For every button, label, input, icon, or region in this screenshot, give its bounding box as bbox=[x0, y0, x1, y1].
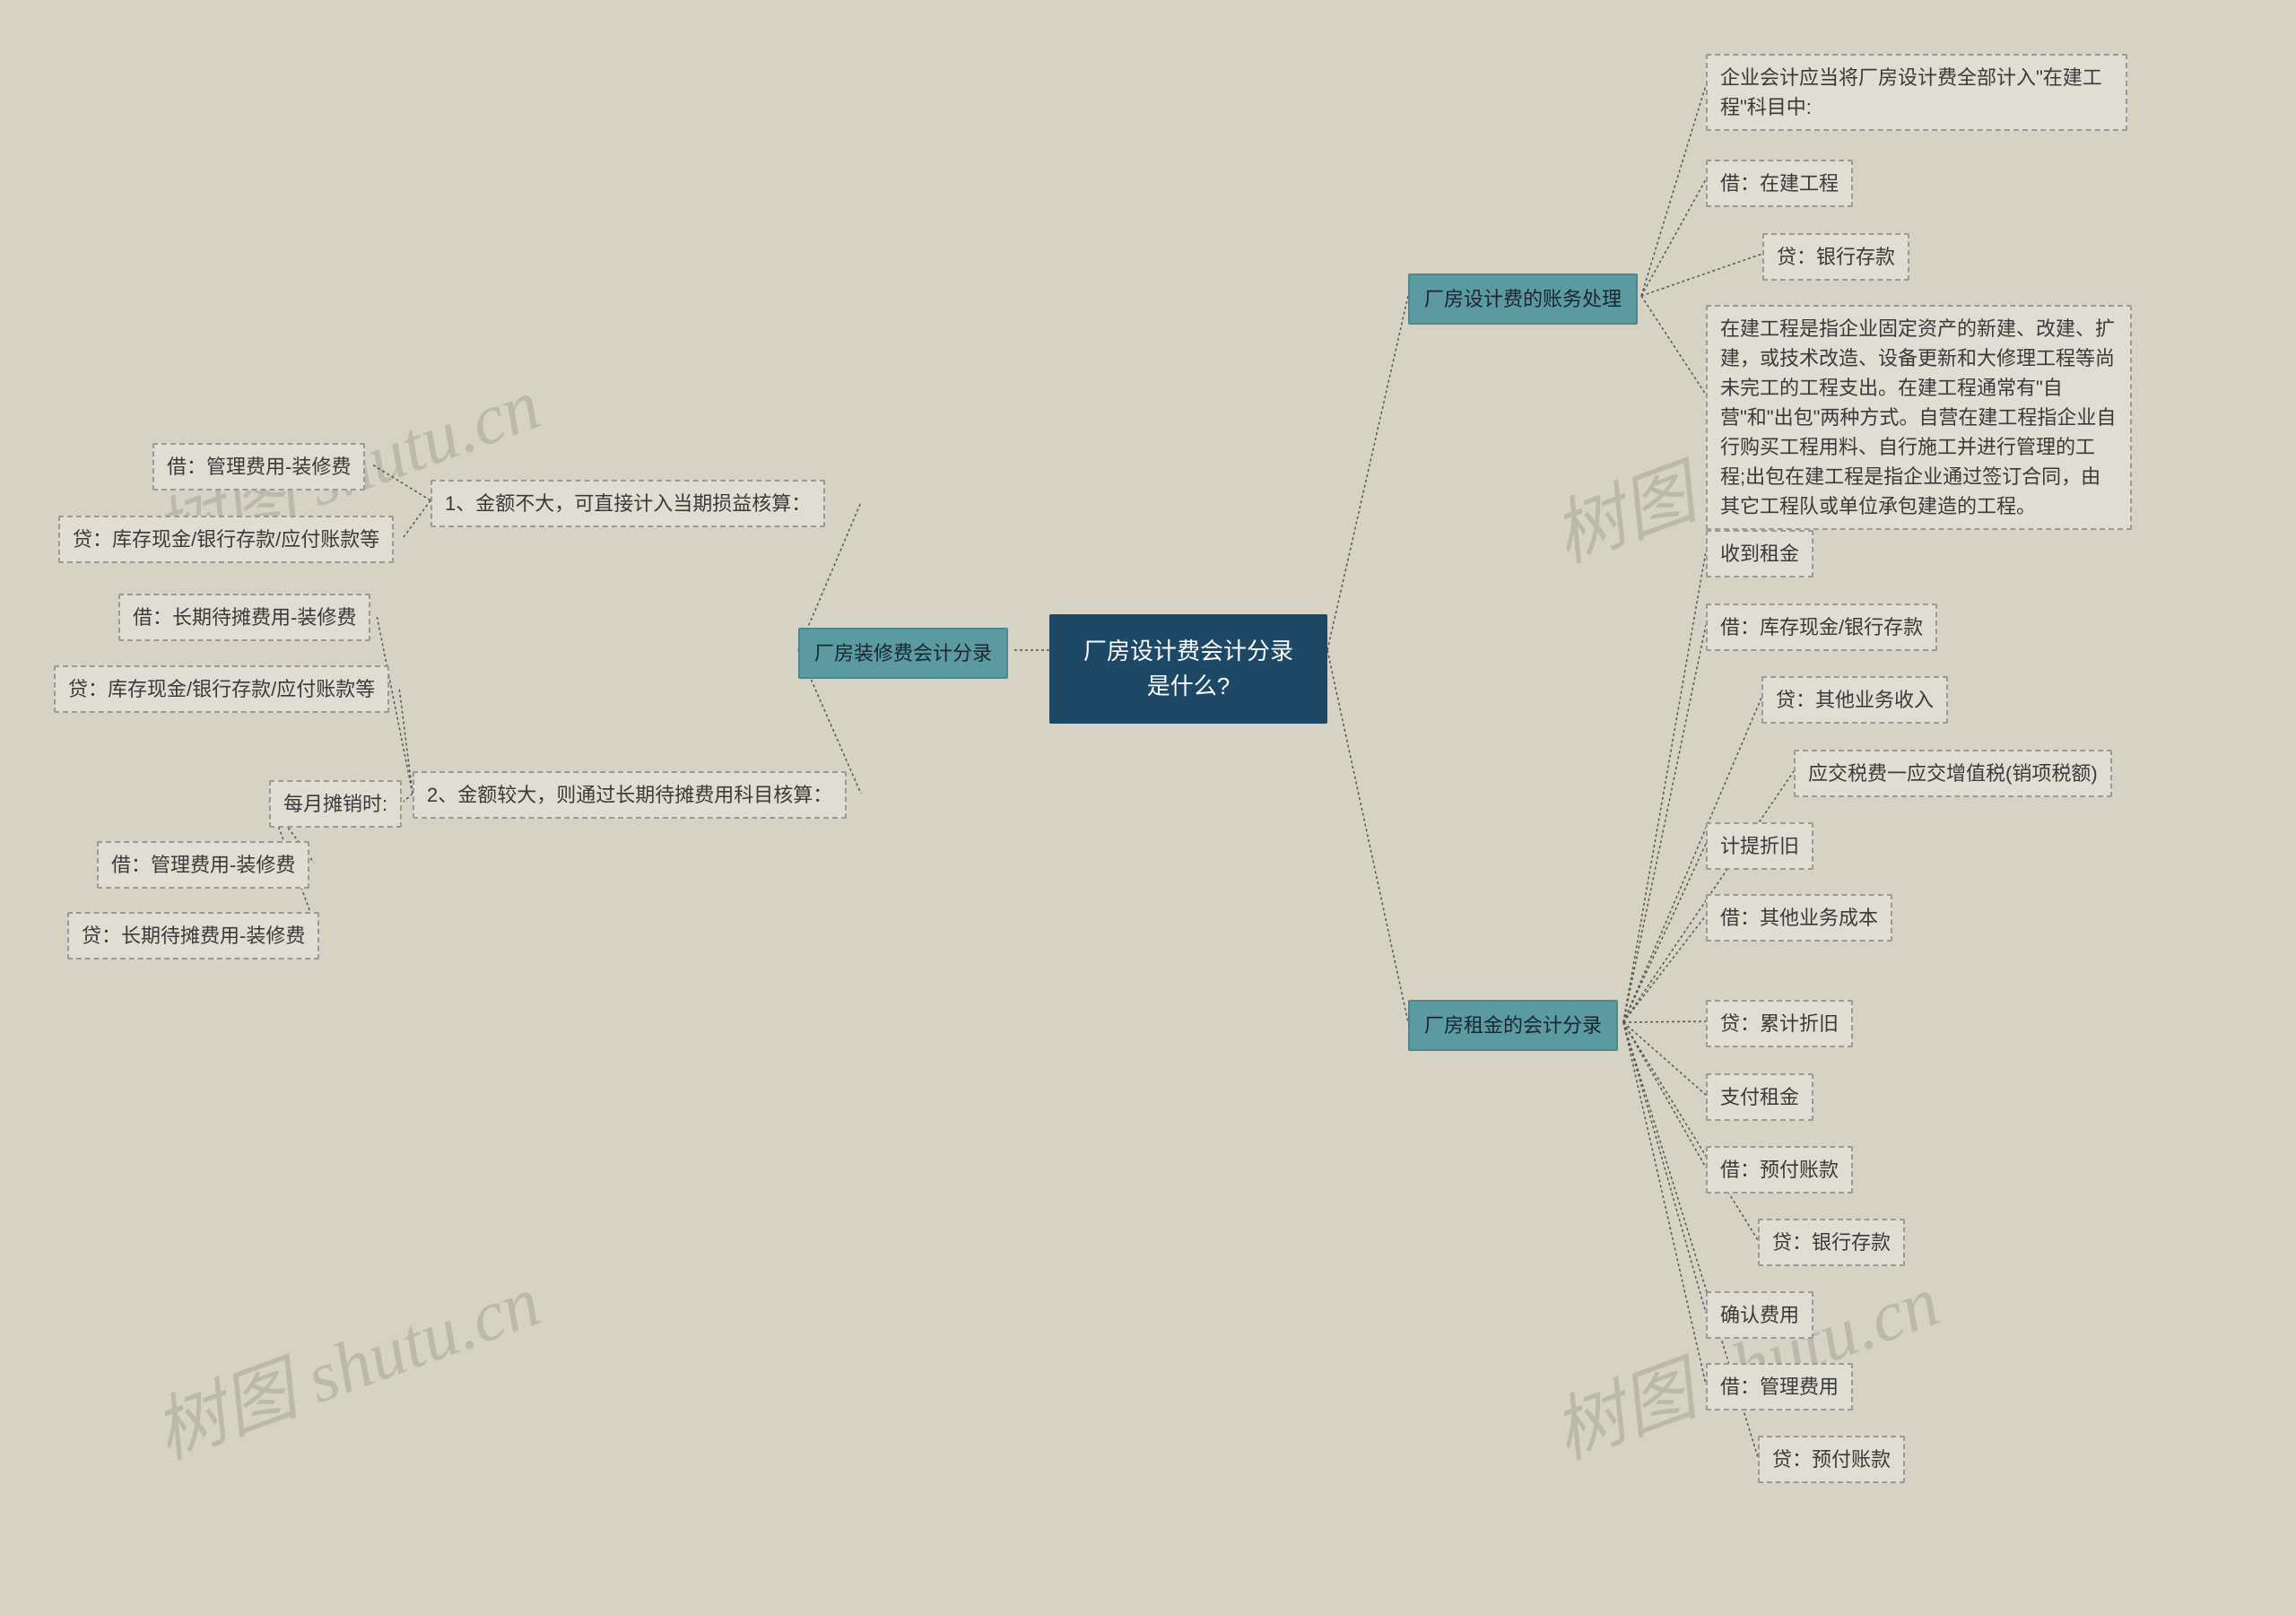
right-branch-0-leaf-2: 贷：银行存款 bbox=[1762, 233, 1909, 281]
right-branch-1-leaf-10: 确认费用 bbox=[1706, 1291, 1813, 1339]
left-sub-1: 1、金额不大，可直接计入当期损益核算： bbox=[430, 480, 825, 527]
right-branch-1-leaf-7: 支付租金 bbox=[1706, 1073, 1813, 1121]
right-branch-1-leaf-12: 贷：预付账款 bbox=[1758, 1436, 1905, 1483]
right-branch-1-leaf-1: 借：库存现金/银行存款 bbox=[1706, 603, 1937, 651]
right-branch-1-leaf-2: 贷：其他业务收入 bbox=[1761, 676, 1948, 724]
left-sub-2-leaf-0: 借：长期待摊费用-装修费 bbox=[118, 594, 370, 641]
right-branch-1-leaf-4: 计提折旧 bbox=[1706, 822, 1813, 870]
left-sub-1-leaf-1: 贷：库存现金/银行存款/应付账款等 bbox=[58, 516, 394, 563]
left-sub-2: 2、金额较大，则通过长期待摊费用科目核算： bbox=[413, 771, 847, 819]
left-branch: 厂房装修费会计分录 bbox=[798, 628, 1008, 679]
right-branch-1-leaf-9: 贷：银行存款 bbox=[1758, 1219, 1905, 1266]
right-branch-1-leaf-0: 收到租金 bbox=[1706, 530, 1813, 577]
right-branch-1-leaf-5: 借：其他业务成本 bbox=[1706, 894, 1892, 942]
root-node: 厂房设计费会计分录是什么? bbox=[1049, 614, 1327, 724]
left-sub-2-leaf-1: 贷：库存现金/银行存款/应付账款等 bbox=[54, 665, 389, 713]
left-sub-2-leaf-2-sub-1: 贷：长期待摊费用-装修费 bbox=[67, 912, 319, 959]
left-sub-2-leaf-2: 每月摊销时: bbox=[269, 780, 402, 828]
right-branch-1-leaf-11: 借：管理费用 bbox=[1706, 1363, 1853, 1411]
right-branch-1-leaf-3: 应交税费一应交增值税(销项税额) bbox=[1794, 750, 2112, 797]
left-sub-2-leaf-2-sub-0: 借：管理费用-装修费 bbox=[97, 841, 309, 889]
right-branch-0-leaf-0: 企业会计应当将厂房设计费全部计入"在建工程"科目中: bbox=[1706, 54, 2127, 131]
right-branch-0-leaf-3: 在建工程是指企业固定资产的新建、改建、扩建，或技术改造、设备更新和大修理工程等尚… bbox=[1706, 305, 2132, 530]
right-branch-0: 厂房设计费的账务处理 bbox=[1408, 274, 1638, 325]
watermark: 树图 shutu.cn bbox=[138, 1244, 552, 1480]
right-branch-1-leaf-6: 贷：累计折旧 bbox=[1706, 1000, 1853, 1047]
right-branch-0-leaf-1: 借：在建工程 bbox=[1706, 160, 1853, 207]
left-sub-1-leaf-0: 借：管理费用-装修费 bbox=[152, 443, 365, 491]
right-branch-1: 厂房租金的会计分录 bbox=[1408, 1000, 1618, 1051]
right-branch-1-leaf-8: 借：预付账款 bbox=[1706, 1146, 1853, 1194]
